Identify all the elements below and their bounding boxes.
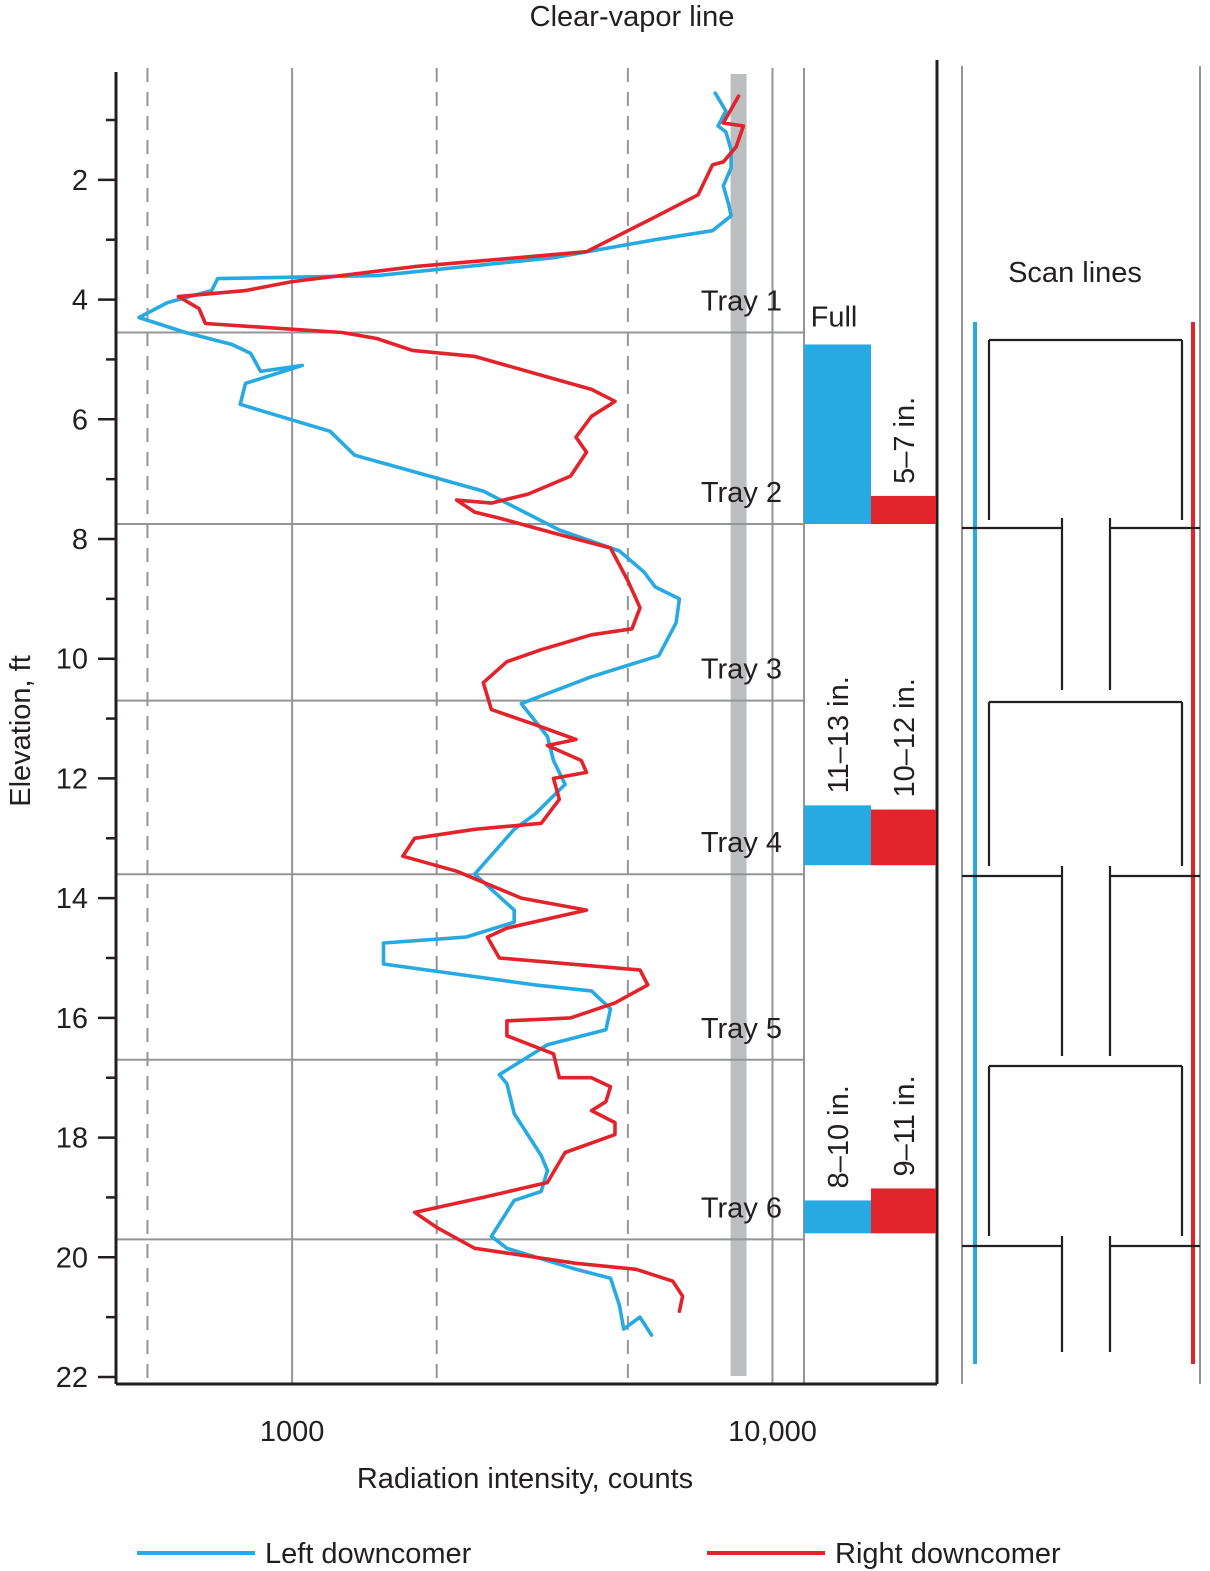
tray-label: Tray 3 [701, 654, 782, 686]
x-tick-label: 1000 [260, 1416, 325, 1448]
y-tick-label: 12 [56, 763, 88, 795]
right-level-label: 5–7 in. [889, 397, 921, 484]
y-tick-label: 20 [56, 1242, 88, 1274]
data-series [137, 91, 746, 1337]
clear-vapor-line [730, 74, 747, 1376]
y-tick-label: 18 [56, 1123, 88, 1155]
tray-label: Tray 5 [701, 1013, 782, 1045]
left-level-bar [804, 805, 871, 866]
grid-layer [146, 68, 805, 1384]
right-level-label: 9–11 in. [889, 1075, 921, 1176]
legend-left-label: Left downcomer [265, 1538, 472, 1570]
right-level-bar [871, 1188, 936, 1234]
right-level-bar [871, 809, 936, 866]
tray-lines: Tray 1 Tray 2 Tray 3 Tray 4 Tray 5 Tray 6 [116, 285, 804, 1241]
left-level-label: 8–10 in. [823, 1085, 855, 1188]
left-downcomer-line [137, 91, 733, 1337]
y-tick-label: 14 [56, 883, 88, 915]
x-tick-label: 10,000 [728, 1416, 817, 1448]
y-tick-label: 4 [72, 285, 88, 317]
y-tick-label: 8 [72, 524, 88, 556]
axes: 2 4 6 8 10 12 14 16 18 20 22 1000 10,000 [56, 60, 939, 1448]
right-level-label: 10–12 in. [889, 678, 921, 797]
right-downcomer-line [176, 94, 746, 1313]
tray-label: Tray 2 [701, 477, 782, 509]
chart-title: Clear-vapor line [530, 1, 735, 33]
legend: Left downcomer Right downcomer [137, 1538, 1061, 1570]
y-tick-label: 10 [56, 644, 88, 676]
legend-right-label: Right downcomer [835, 1538, 1061, 1570]
y-tick-label: 22 [56, 1362, 88, 1394]
left-level-label: Full [811, 301, 858, 333]
scan-lines-diagram [961, 66, 1201, 1384]
tray-label: Tray 6 [701, 1192, 782, 1224]
y-tick-label: 16 [56, 1003, 88, 1035]
x-axis-label: Radiation intensity, counts [357, 1463, 693, 1495]
left-level-bar [804, 1200, 871, 1234]
y-axis-label: Elevation, ft [5, 655, 37, 807]
tray-label: Tray 4 [701, 827, 782, 859]
y-tick-label: 2 [72, 165, 88, 197]
left-level-label: 11–13 in. [823, 676, 855, 793]
scan-lines-label: Scan lines [1008, 257, 1142, 289]
left-level-bar [804, 344, 871, 525]
y-tick-label: 6 [72, 404, 88, 436]
tray-label: Tray 1 [701, 285, 782, 317]
downcomer-level-bars: Full 5–7 in. 11–13 in. 10–12 in. 8–10 in. 9–1… [804, 301, 936, 1234]
right-level-bar [871, 495, 936, 525]
